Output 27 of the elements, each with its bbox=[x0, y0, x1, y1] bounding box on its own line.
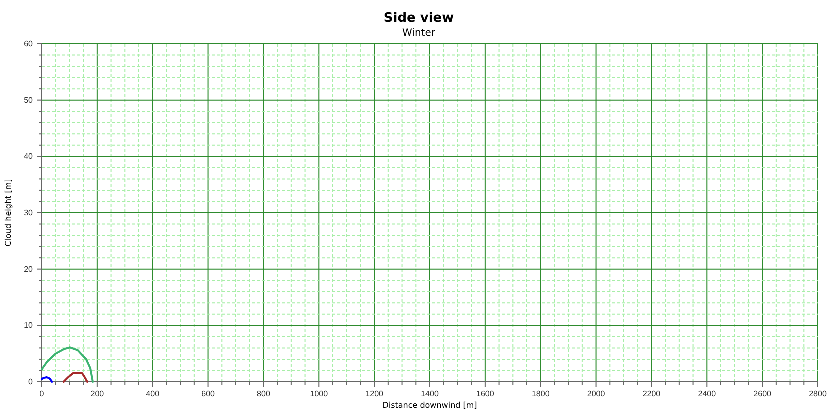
x-tick-label: 2600 bbox=[754, 390, 772, 399]
x-tick-label: 600 bbox=[202, 390, 216, 399]
y-tick-label: 10 bbox=[24, 321, 34, 330]
x-tick-label: 800 bbox=[257, 390, 271, 399]
line-series bbox=[41, 346, 94, 383]
x-tick-label: 2000 bbox=[587, 390, 606, 399]
x-tick-label: 1600 bbox=[476, 390, 495, 399]
x-tick-label: 1200 bbox=[366, 390, 384, 399]
y-tick-label: 30 bbox=[24, 208, 34, 218]
x-axis-title: Distance downwind [m] bbox=[382, 401, 478, 410]
x-tick-label: 0 bbox=[40, 390, 45, 399]
x-tick-label: 400 bbox=[146, 390, 160, 399]
x-tick-label: 2200 bbox=[642, 390, 662, 399]
x-tick-label: 1400 bbox=[421, 390, 440, 399]
y-tick-label: 50 bbox=[24, 96, 34, 105]
x-tick-label: 1800 bbox=[532, 390, 550, 399]
x-tick-label: 2400 bbox=[698, 390, 717, 399]
y-tick-label: 20 bbox=[24, 264, 34, 274]
chart-title: Side view bbox=[384, 11, 454, 26]
x-tick-label: 200 bbox=[90, 390, 105, 399]
x-tick-label: 2800 bbox=[809, 390, 828, 399]
y-tick-label: 40 bbox=[24, 152, 34, 162]
x-tick-label: 1000 bbox=[310, 390, 329, 399]
chart-subtitle: Winter bbox=[402, 28, 436, 39]
y-axis-title: Cloud height [m] bbox=[4, 179, 13, 247]
y-tick-label: 60 bbox=[24, 40, 34, 49]
y-tick-label: 0 bbox=[28, 378, 34, 387]
